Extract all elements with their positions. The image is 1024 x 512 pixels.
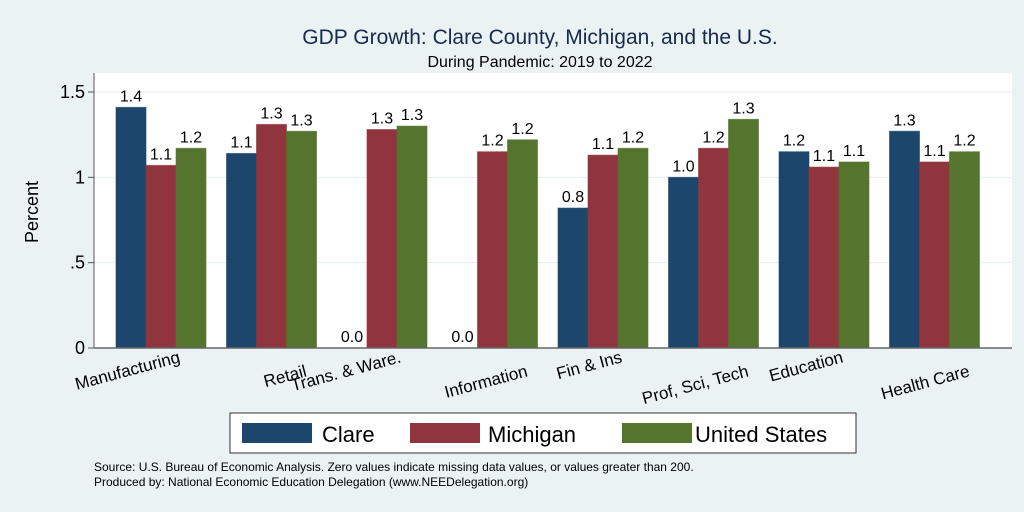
bar-united-states (507, 139, 538, 349)
x-category-label: Fin & Ins (554, 348, 624, 384)
bar-clare (226, 152, 257, 349)
data-label: 0.0 (341, 329, 363, 346)
bar-united-states (175, 147, 207, 349)
data-label: 1.1 (923, 143, 945, 160)
data-label: 1.2 (953, 133, 975, 150)
x-category-label: Manufacturing (73, 348, 182, 394)
bar-michigan (587, 154, 619, 349)
data-label: 1.1 (592, 136, 614, 153)
bar-michigan (919, 161, 950, 349)
data-label: 1.4 (120, 88, 142, 105)
data-label: 1.3 (401, 107, 423, 124)
data-label: 0.8 (562, 189, 584, 206)
data-label: 1.3 (260, 105, 282, 122)
bar-michigan (808, 166, 840, 349)
legend-swatch-clare (242, 423, 312, 443)
bar-clare (557, 207, 589, 349)
y-tick-label: .5 (70, 253, 85, 273)
y-tick-label: 1.5 (60, 82, 85, 102)
data-label: 1.1 (813, 148, 835, 165)
chart-title: GDP Growth: Clare County, Michigan, and … (302, 26, 777, 49)
chart-subtitle: During Pandemic: 2019 to 2022 (427, 54, 652, 71)
bar-michigan (698, 147, 729, 349)
data-label: 1.3 (893, 112, 915, 129)
bar-clare (778, 151, 810, 349)
y-tick-label: 1 (75, 167, 85, 187)
x-category-label: Education (767, 348, 845, 386)
legend-box (229, 412, 857, 454)
bar-michigan (477, 151, 508, 349)
legend-label: Michigan (488, 422, 576, 447)
bar-clare (668, 176, 699, 349)
data-label: 1.0 (672, 158, 694, 175)
bar-united-states (286, 130, 317, 349)
bar-united-states (838, 161, 870, 349)
data-label: 1.3 (290, 112, 312, 129)
x-category-label: Trans. & Ware. (289, 348, 403, 396)
bar-michigan (256, 123, 287, 349)
bar-michigan (145, 164, 177, 349)
bar-united-states (396, 125, 428, 349)
legend-swatch-michigan (410, 423, 480, 443)
data-label: 1.2 (180, 129, 202, 146)
data-label: 1.1 (843, 143, 865, 160)
bar-united-states (728, 118, 759, 349)
x-category-label: Health Care (879, 362, 972, 404)
data-label: 1.2 (702, 129, 724, 146)
bar-clare (889, 130, 920, 349)
source-note: Source: U.S. Bureau of Economic Analysis… (94, 460, 694, 474)
data-label: 1.2 (511, 121, 533, 138)
legend-label: United States (695, 422, 827, 447)
data-label: 1.3 (732, 100, 754, 117)
bar-united-states (949, 151, 980, 349)
bar-michigan (366, 129, 398, 349)
produced-by-note: Produced by: National Economic Education… (94, 475, 528, 489)
x-category-label: Information (442, 362, 529, 402)
y-axis-label: Percent (22, 181, 42, 243)
x-category-label: Prof, Sci, Tech (640, 362, 750, 409)
legend-label: Clare (322, 422, 375, 447)
data-label: 1.2 (622, 129, 644, 146)
bar-united-states (617, 147, 649, 349)
legend: Clare Michigan United States (229, 412, 857, 454)
data-label: 1.2 (783, 133, 805, 150)
bar-clare (115, 106, 147, 349)
data-label: 1.1 (230, 134, 252, 151)
data-label: 1.1 (150, 146, 172, 163)
data-label: 1.3 (371, 111, 393, 128)
data-label: 1.2 (481, 133, 503, 150)
data-label: 0.0 (451, 329, 473, 346)
legend-swatch-united-states (622, 423, 692, 443)
y-tick-label: 0 (75, 338, 85, 358)
